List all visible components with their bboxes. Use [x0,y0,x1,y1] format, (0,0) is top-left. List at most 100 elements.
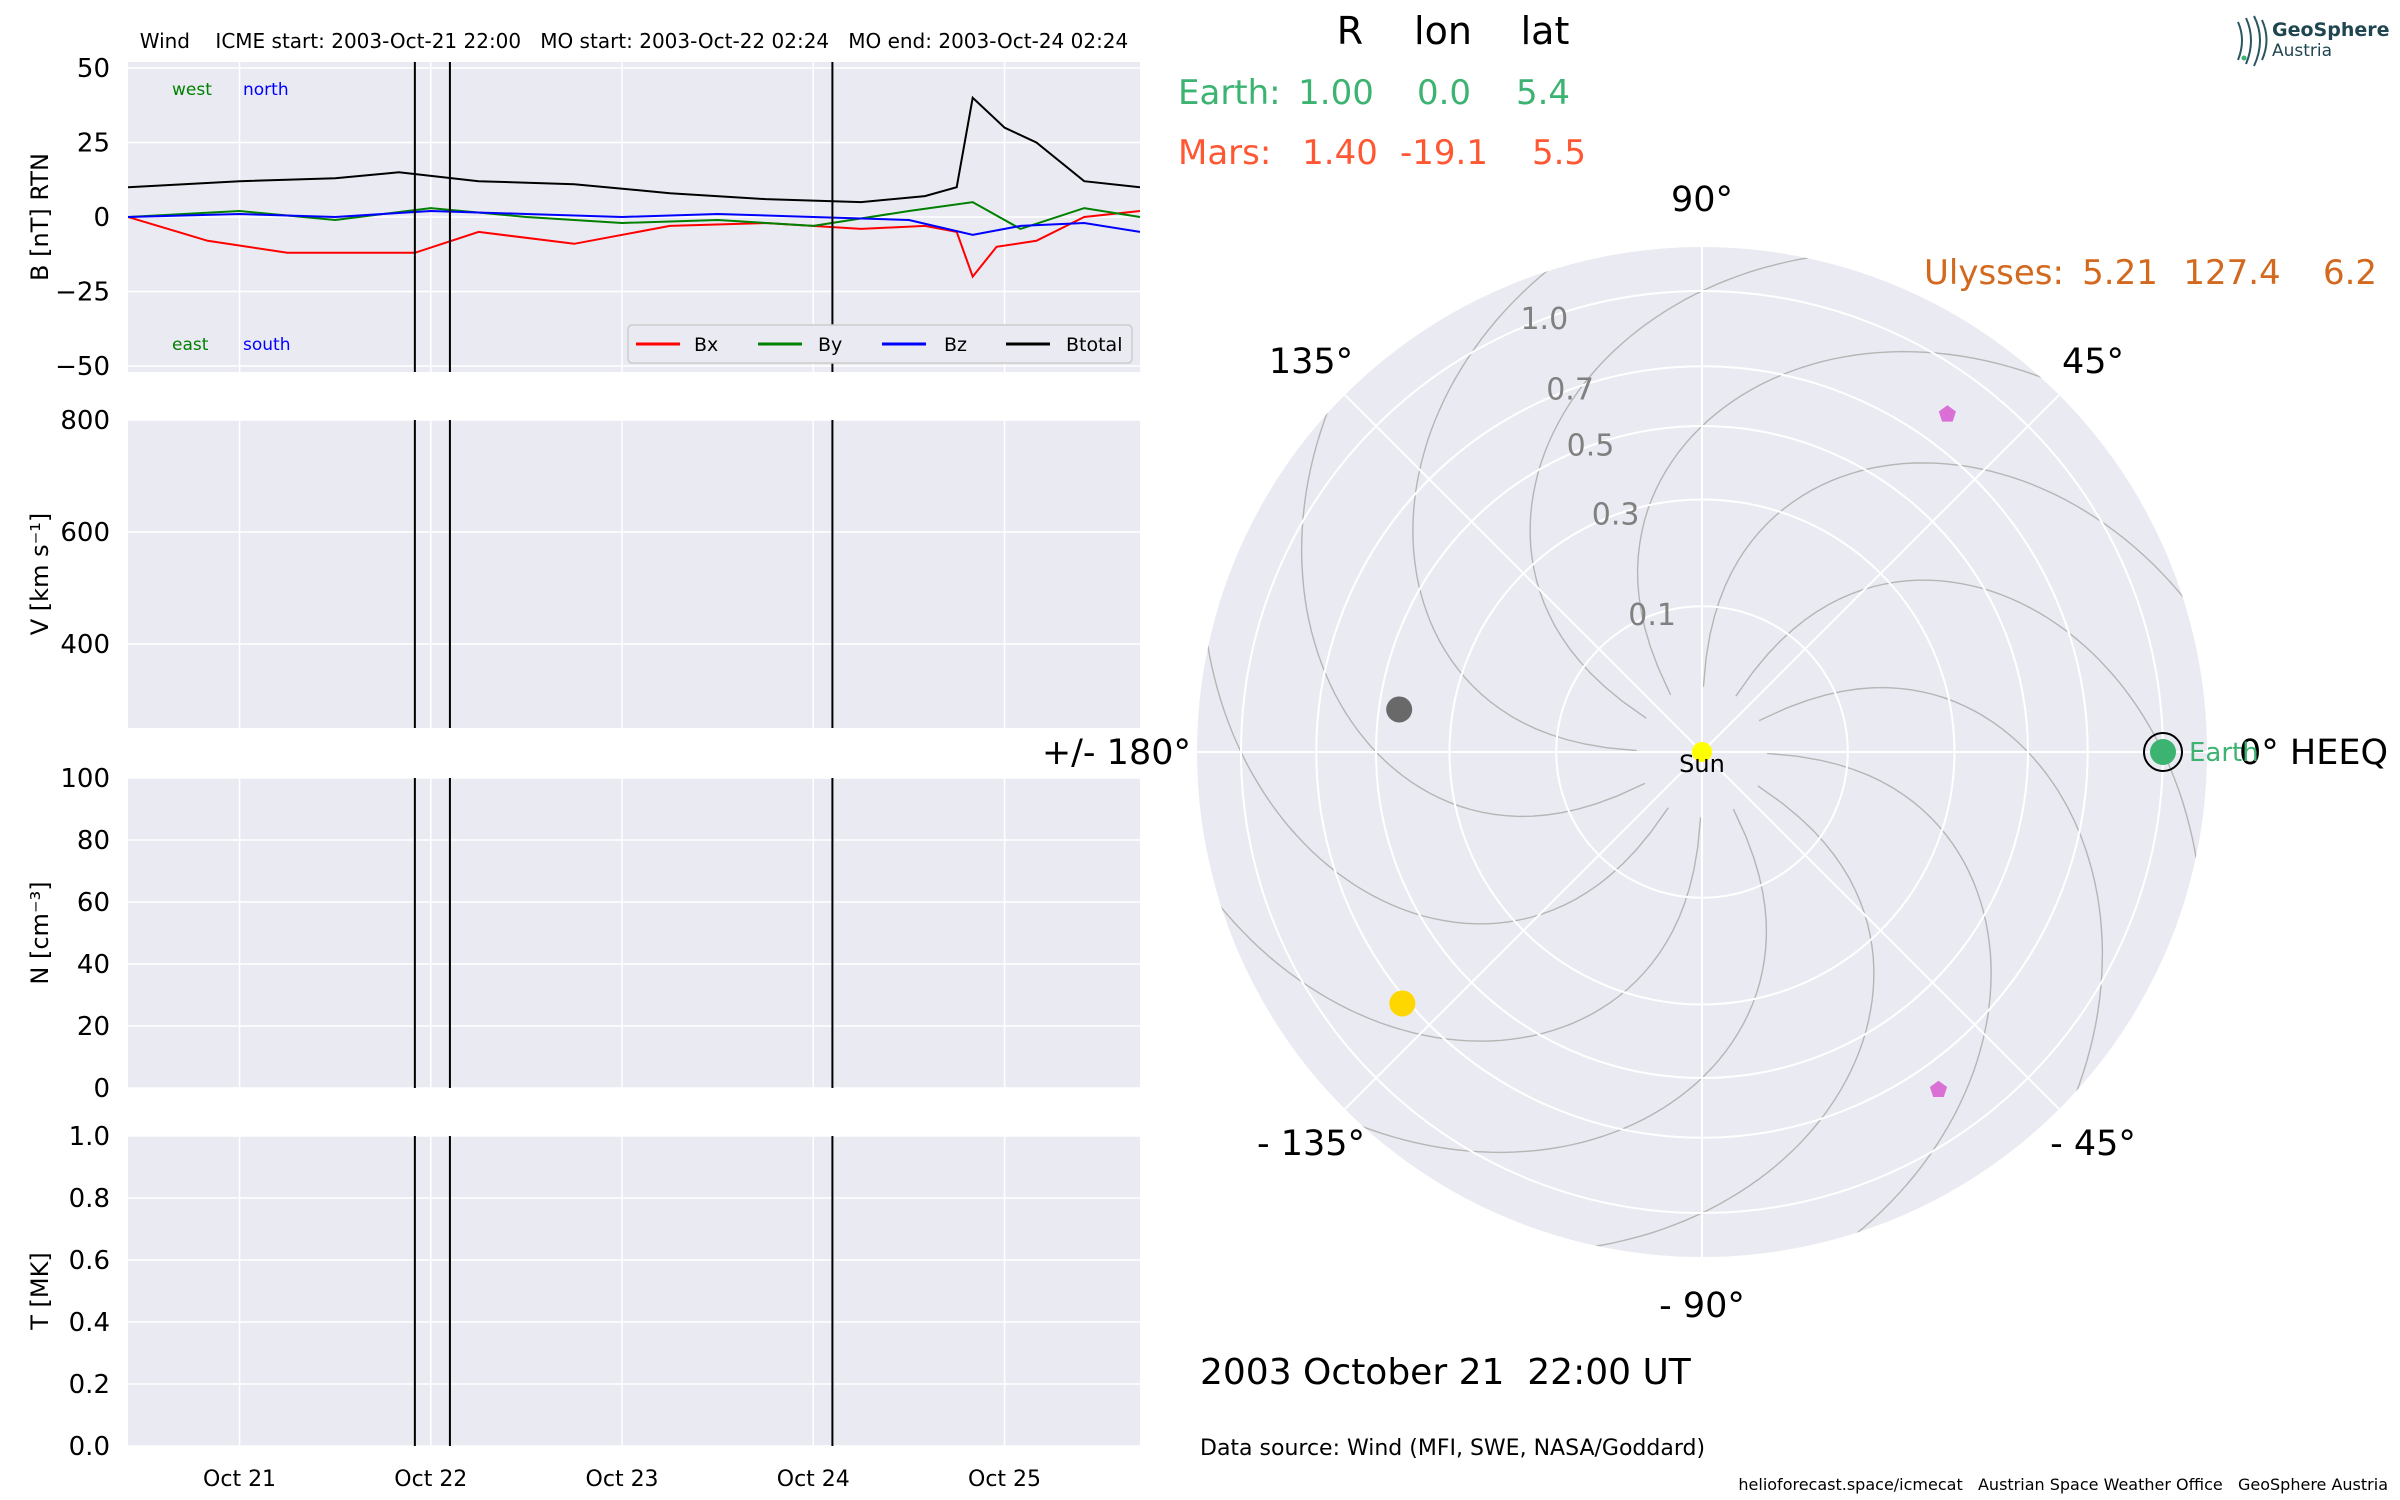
earth-row-r: 1.00 [1298,73,1374,113]
earth-label: Earth [2189,738,2259,768]
ytick-label: 600 [60,518,110,548]
magnetic-field-title: Wind ICME start: 2003-Oct-21 22:00 MO st… [140,29,1129,53]
polar-grid-spoke [1701,394,2060,753]
parker-spiral-line [1300,325,1646,818]
corner-label-west: west [172,80,212,100]
table-header-r: R [1337,9,1363,53]
position-table: R lon lat Earth: 1.00 0.0 5.4 Mars: 1.40… [1178,9,2377,293]
ytick-label: 800 [60,406,110,436]
polar-theta-label: 90° [1671,180,1733,220]
earth-marker-ring [2142,732,2183,772]
ytick-label: −50 [55,352,110,382]
mars-row-lat: 5.5 [1532,133,1586,173]
parker-spiral-line [1412,247,1637,752]
ytick-label: 100 [60,764,110,794]
polar-rtick-label: 0.7 [1546,373,1594,408]
legend-label-bz: Bz [944,334,967,356]
xtick-label: Oct 21 [203,1467,276,1492]
panel-density: 100 80 60 40 20 0 N [cm⁻³] [26,764,1140,1104]
ytick-label: 25 [77,128,110,158]
ytick-label: 0 [93,1074,110,1104]
ytick-label: 80 [77,826,110,856]
data-source-label: Data source: Wind (MFI, SWE, NASA/Goddar… [1200,1436,1705,1461]
series-line-bz [128,209,1140,236]
polar-theta-label: 45° [2062,342,2124,382]
polar-grid [1197,247,2207,1257]
sun-label: Sun [1679,750,1725,778]
panel-speed-background [128,420,1140,728]
xtick-label: Oct 23 [586,1467,659,1492]
ytick-label: 0.8 [69,1184,110,1214]
earth-row-lon: 0.0 [1417,73,1471,113]
xtick-label: Oct 24 [777,1467,850,1492]
ulysses-row-r: 5.21 [2082,253,2158,293]
polar-rtick-label: 1.0 [1520,302,1568,337]
polar-grid-spoke [1344,751,1703,1110]
earth-marker [2149,739,2176,765]
ytick-label: 20 [77,1012,110,1042]
earth-row-label: Earth: [1178,73,1281,113]
panel-temperature-yticks: 1.0 0.8 0.6 0.4 0.2 0.0 [69,1122,110,1462]
corner-label-east: east [172,335,209,355]
parker-spiral-line [1529,251,1906,719]
ytick-label: 50 [77,54,110,84]
magnetic-field-ylabel: B [nT] RTN [26,153,54,281]
parker-spiral-line [1201,548,1669,925]
spacecraft-1-marker [1938,405,1956,422]
geosphere-logo: GeoSphere Austria [2237,15,2390,67]
parker-spiral-line [1636,350,2129,696]
ytick-label: 1.0 [69,1122,110,1152]
ytick-label: 0.2 [69,1370,110,1400]
panel-density-vlines [413,778,834,1088]
temperature-ylabel: T [MK] [26,1252,54,1330]
earth-row-lat: 5.4 [1516,73,1570,113]
panel-speed-vlines [413,420,834,728]
parker-spiral-line [1275,808,1768,1154]
polar-theta-label: +/- 180° [1042,733,1191,773]
polar-theta-label: - 90° [1659,1286,1745,1326]
polar-theta-label: 0° HEEQ [2239,733,2388,773]
sun-marker [1692,742,1712,762]
legend-box [627,324,1133,364]
mars-row-label: Mars: [1178,133,1271,173]
corner-label-north: north [243,80,289,100]
panel-temperature-vlines [413,1136,834,1446]
legend-label-bx: Bx [694,334,718,356]
polar-rtick-label: 0.3 [1592,498,1640,533]
speed-ylabel: V [km s⁻¹] [26,513,54,635]
parker-spiral-line [1735,579,2203,956]
ulysses-row-label: Ulysses: [1924,253,2064,293]
panel-temperature-grid [128,1135,1140,1447]
polar-theta-label: 135° [1269,342,1353,382]
parker-spiral-line [1767,752,1992,1257]
panel-density-yticks: 100 80 60 40 20 0 [60,764,110,1104]
mercury-marker [1386,696,1413,723]
polar-theta-label: - 45° [2050,1124,2136,1164]
ytick-label: 400 [60,630,110,660]
parker-spiral-line [1197,817,1702,1042]
panel-magnetic-field-vlines [413,62,834,372]
parker-spiral-line [1498,785,1875,1253]
venus-marker [1389,990,1416,1017]
footer-credits: helioforecast.space/icmecat Austrian Spa… [1738,1475,2388,1494]
polar-rtick-label: 0.1 [1628,598,1676,633]
panel-magnetic-field-yticks: 50 25 0 −25 −50 [55,54,110,382]
ytick-label: 0.6 [69,1246,110,1276]
legend-label-btotal: Btotal [1066,334,1122,356]
ulysses-row-lon: 127.4 [2183,253,2280,293]
magnetic-field-series-group [128,95,1140,279]
legend-label-by: By [818,334,842,356]
panel-magnetic-field: 50 25 0 −25 −50 Wind ICME start: 2003-Oct-21… [26,29,1140,382]
panel-speed-grid [128,419,1140,728]
panel-temperature: 1.00.80.60.40.20.0 Oct 21 Oct 22 Oct 23 Oct… [26,1122,1140,1492]
ytick-label: 60 [77,888,110,918]
series-line-by [128,201,1140,230]
magnetic-field-legend: Bx By Bz Btotal [627,324,1133,364]
polar-theta-label: - 135° [1257,1124,1365,1164]
mars-row-lon: -19.1 [1400,133,1488,173]
datetime-label: 2003 October 21 22:00 UT [1200,1352,1692,1393]
geosphere-logo-line1: GeoSphere [2272,19,2390,41]
polar-grid-spoke [1344,394,1703,753]
series-line-btotal [128,95,1140,204]
